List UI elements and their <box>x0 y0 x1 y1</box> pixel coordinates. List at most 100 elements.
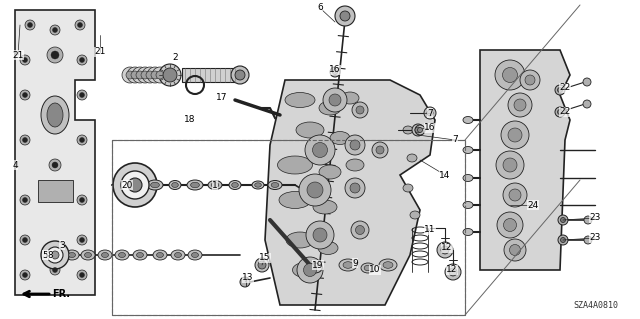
Ellipse shape <box>159 64 181 86</box>
Ellipse shape <box>286 232 314 248</box>
Circle shape <box>558 235 568 245</box>
Circle shape <box>136 71 144 79</box>
Text: 21: 21 <box>94 48 106 56</box>
Circle shape <box>50 265 60 275</box>
Ellipse shape <box>118 253 125 257</box>
Ellipse shape <box>147 180 163 190</box>
Circle shape <box>555 85 565 95</box>
Text: 22: 22 <box>559 108 571 116</box>
Circle shape <box>417 128 422 132</box>
Circle shape <box>75 20 85 30</box>
Circle shape <box>79 93 84 98</box>
Ellipse shape <box>232 182 238 188</box>
Ellipse shape <box>98 250 112 260</box>
Ellipse shape <box>235 70 245 80</box>
Text: 24: 24 <box>527 201 539 210</box>
Circle shape <box>584 236 592 244</box>
Circle shape <box>557 109 563 115</box>
Circle shape <box>77 55 87 65</box>
Text: 1: 1 <box>212 181 218 189</box>
Ellipse shape <box>463 202 473 209</box>
Ellipse shape <box>410 211 420 219</box>
Circle shape <box>495 60 525 90</box>
Text: 11: 11 <box>424 226 436 234</box>
Ellipse shape <box>187 180 203 190</box>
Circle shape <box>152 67 168 83</box>
Circle shape <box>79 57 84 63</box>
Circle shape <box>79 238 84 242</box>
Ellipse shape <box>136 253 143 257</box>
Circle shape <box>77 23 83 27</box>
Circle shape <box>49 159 61 171</box>
Ellipse shape <box>68 253 76 257</box>
Ellipse shape <box>84 253 92 257</box>
Circle shape <box>415 127 421 133</box>
Ellipse shape <box>271 182 279 188</box>
Ellipse shape <box>463 146 473 153</box>
Circle shape <box>313 228 327 242</box>
Circle shape <box>28 23 33 27</box>
Ellipse shape <box>51 253 58 257</box>
Circle shape <box>127 67 143 83</box>
Ellipse shape <box>330 131 350 145</box>
Text: 10: 10 <box>369 265 381 275</box>
Ellipse shape <box>463 174 473 182</box>
Circle shape <box>424 107 436 119</box>
Ellipse shape <box>361 263 375 273</box>
Ellipse shape <box>313 200 337 214</box>
Ellipse shape <box>171 250 185 260</box>
Circle shape <box>126 71 134 79</box>
Bar <box>112 140 465 315</box>
Circle shape <box>303 263 317 277</box>
Circle shape <box>350 140 360 150</box>
Circle shape <box>437 242 453 258</box>
Circle shape <box>340 11 350 21</box>
Circle shape <box>558 215 568 225</box>
Circle shape <box>445 264 461 280</box>
Circle shape <box>504 239 526 261</box>
Circle shape <box>25 20 35 30</box>
Ellipse shape <box>463 116 473 123</box>
Circle shape <box>258 261 266 269</box>
Text: 12: 12 <box>446 265 458 275</box>
Text: 12: 12 <box>442 243 452 253</box>
Ellipse shape <box>169 181 181 189</box>
Ellipse shape <box>341 92 359 104</box>
Text: 19: 19 <box>312 261 324 270</box>
Text: 16: 16 <box>424 123 436 132</box>
Ellipse shape <box>403 184 413 192</box>
Ellipse shape <box>157 253 163 257</box>
Circle shape <box>501 121 529 149</box>
Ellipse shape <box>255 183 261 187</box>
Circle shape <box>77 235 87 245</box>
Circle shape <box>41 241 69 269</box>
Circle shape <box>52 162 58 168</box>
Circle shape <box>141 71 149 79</box>
Ellipse shape <box>308 263 322 273</box>
Ellipse shape <box>463 228 473 235</box>
Polygon shape <box>480 50 570 270</box>
Ellipse shape <box>208 181 222 189</box>
Circle shape <box>350 183 360 193</box>
Circle shape <box>427 110 433 116</box>
Circle shape <box>335 6 355 26</box>
Text: 13: 13 <box>243 273 253 283</box>
Circle shape <box>525 75 535 85</box>
Circle shape <box>22 93 28 98</box>
Ellipse shape <box>319 101 341 115</box>
Ellipse shape <box>346 159 364 171</box>
Ellipse shape <box>319 165 341 179</box>
Circle shape <box>22 197 28 203</box>
Circle shape <box>329 94 341 106</box>
Text: SZA4A0810: SZA4A0810 <box>573 301 618 310</box>
Ellipse shape <box>191 182 200 188</box>
Ellipse shape <box>364 265 372 271</box>
Ellipse shape <box>292 263 317 278</box>
Text: 7: 7 <box>427 108 433 117</box>
Circle shape <box>330 67 340 77</box>
Circle shape <box>156 71 164 79</box>
Ellipse shape <box>188 250 202 260</box>
Ellipse shape <box>252 181 264 189</box>
Circle shape <box>22 137 28 143</box>
Ellipse shape <box>278 156 312 174</box>
